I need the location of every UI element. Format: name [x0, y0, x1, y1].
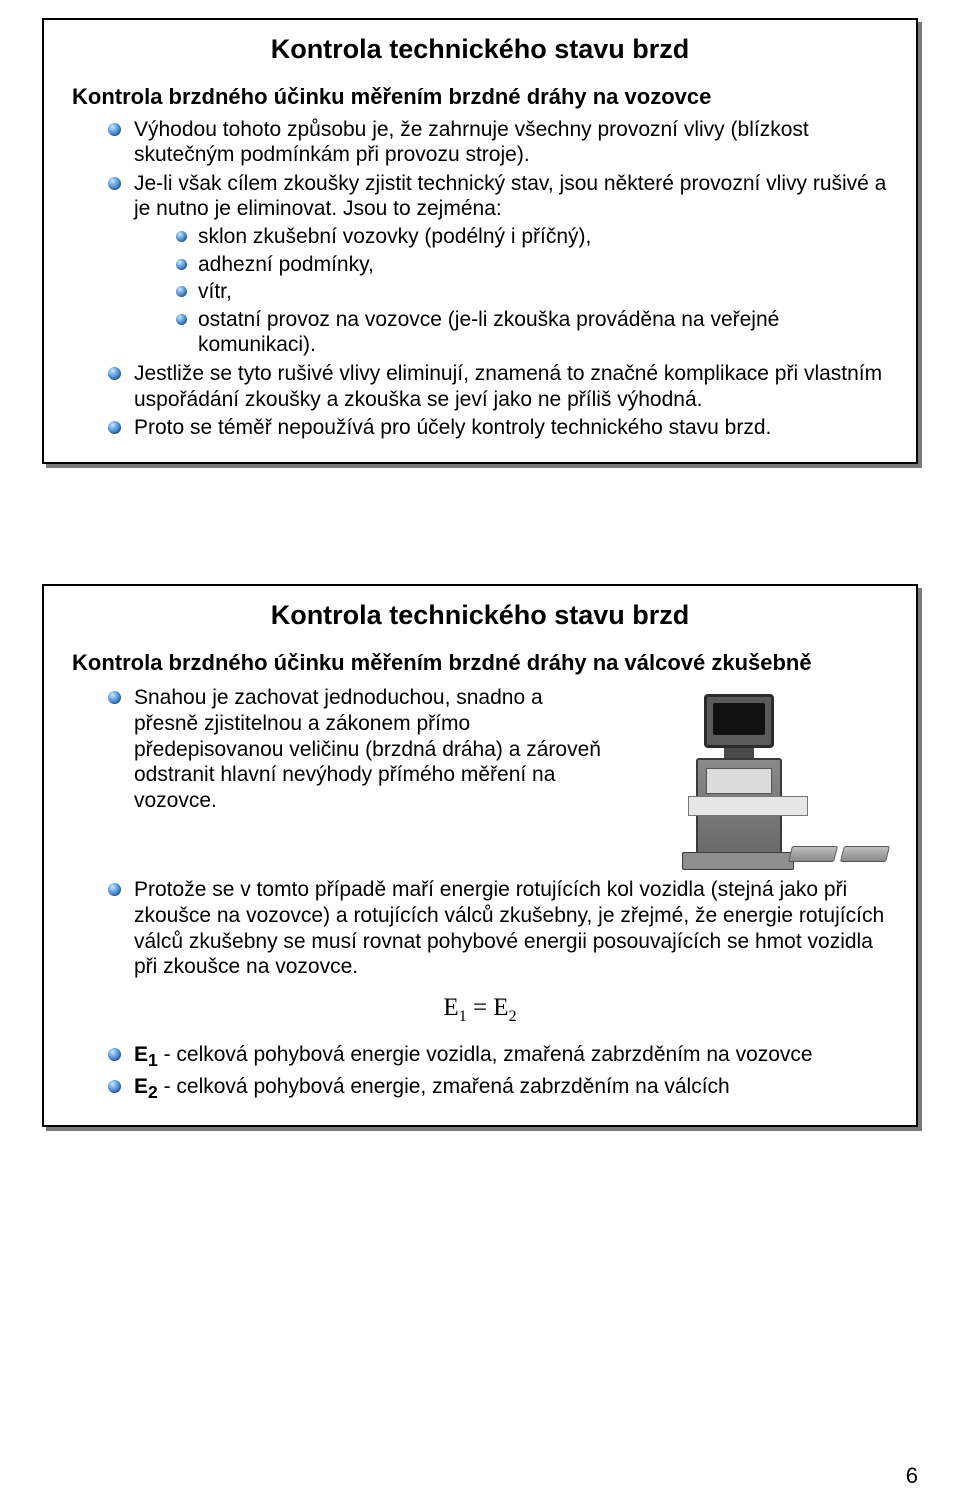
list-item: Snahou je zachovat jednoduchou, snadno a… — [108, 685, 612, 813]
e2-label: E — [134, 1075, 148, 1098]
slide1-title: Kontrola technického stavu brzd — [72, 34, 888, 65]
e1-sub: 1 — [148, 1050, 158, 1070]
roller-plate-icon — [840, 846, 890, 862]
slide2-row: Snahou je zachovat jednoduchou, snadno a… — [72, 682, 888, 880]
eq-lhs-sym: E — [443, 994, 458, 1021]
eq-equals: = — [467, 994, 494, 1021]
page: Kontrola technického stavu brzd Kontrola… — [0, 0, 960, 1501]
console-base-icon — [682, 852, 794, 870]
slide1-list: Výhodou tohoto způsobu je, že zahrnuje v… — [72, 117, 888, 441]
sub-item: adhezní podmínky, — [176, 252, 888, 278]
e1-text: - celková pohybová energie vozidla, zmař… — [158, 1043, 813, 1066]
monitor-icon — [704, 694, 774, 748]
page-number: 6 — [906, 1463, 918, 1489]
eq-rhs-sub: 2 — [509, 1008, 517, 1025]
slide-1: Kontrola technického stavu brzd Kontrola… — [42, 18, 918, 464]
eq-rhs-sym: E — [493, 994, 508, 1021]
list-item: E1 - celková pohybová energie vozidla, z… — [108, 1042, 888, 1072]
slide2-subtitle: Kontrola brzdného účinku měřením brzdné … — [72, 649, 888, 677]
slide2-title: Kontrola technického stavu brzd — [72, 600, 888, 631]
list-item: Jestliže se tyto rušivé vlivy eliminují,… — [108, 361, 888, 412]
slide2-text-col: Snahou je zachovat jednoduchou, snadno a… — [72, 682, 612, 816]
list-item: Protože se v tomto případě maří energie … — [108, 877, 888, 979]
list-item: Je-li však cílem zkoušky zjistit technic… — [108, 171, 888, 358]
console-panel-icon — [706, 768, 772, 794]
list-item: E2 - celková pohybová energie, zmařená z… — [108, 1074, 888, 1104]
printer-shelf-icon — [688, 796, 808, 816]
slide1-subtitle: Kontrola brzdného účinku měřením brzdné … — [72, 83, 888, 111]
slide2-list-top: Snahou je zachovat jednoduchou, snadno a… — [72, 685, 612, 813]
sub-item: vítr, — [176, 279, 888, 305]
eq-lhs-sub: 1 — [459, 1008, 467, 1025]
e2-sub: 2 — [148, 1082, 158, 1102]
equation: E1 = E2 — [72, 994, 888, 1026]
slide2-list-mid: Protože se v tomto případě maří energie … — [72, 877, 888, 979]
list-item-text: Je-li však cílem zkoušky zjistit technic… — [134, 172, 886, 221]
e2-text: - celková pohybová energie, zmařená zabr… — [158, 1075, 730, 1098]
slide-2: Kontrola technického stavu brzd Kontrola… — [42, 584, 918, 1127]
slide2-list-bottom: E1 - celková pohybová energie vozidla, z… — [72, 1042, 888, 1104]
monitor-stand-icon — [724, 748, 754, 758]
sub-item: ostatní provoz na vozovce (je-li zkouška… — [176, 307, 888, 358]
e1-label: E — [134, 1043, 148, 1066]
list-item: Výhodou tohoto způsobu je, že zahrnuje v… — [108, 117, 888, 168]
slide1-sublist: sklon zkušební vozovky (podélný i příčný… — [134, 224, 888, 358]
roller-plate-icon — [788, 846, 838, 862]
sub-item: sklon zkušební vozovky (podélný i příčný… — [176, 224, 888, 250]
list-item: Proto se téměř nepoužívá pro účely kontr… — [108, 415, 888, 441]
roller-tester-illustration — [628, 690, 888, 880]
